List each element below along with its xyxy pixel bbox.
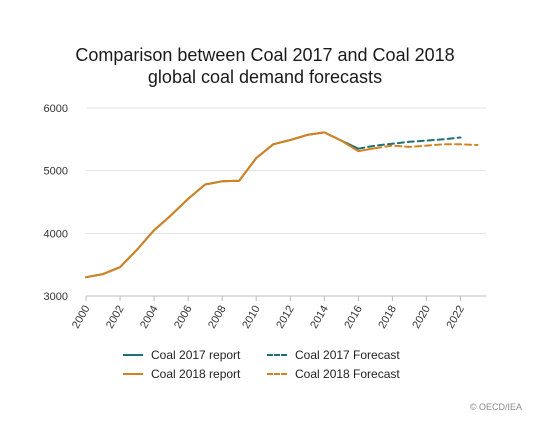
legend-item-coal-2018-forecast: Coal 2018 Forecast — [267, 365, 400, 383]
legend-swatch-coal-2017-report — [123, 354, 143, 356]
chart-title-line-2: global coal demand forecasts — [147, 67, 383, 87]
legend-swatch-coal-2018-report — [123, 373, 143, 375]
y-tick-label: 3000 — [44, 291, 68, 303]
y-tick-label: 6000 — [44, 103, 68, 115]
x-tick-label: 2020 — [410, 304, 433, 331]
series-line-coal-2018-report — [85, 131, 377, 279]
x-tick-label: 2014 — [308, 304, 331, 331]
legend-item-coal-2017-forecast: Coal 2017 Forecast — [267, 346, 400, 364]
legend-item-coal-2017-report: Coal 2017 report — [123, 346, 240, 364]
legend-label-coal-2017-report: Coal 2017 report — [151, 348, 241, 362]
x-tick-label: 2012 — [274, 304, 297, 331]
legend-label-coal-2018-forecast: Coal 2018 Forecast — [295, 367, 400, 381]
series-line-coal-2017-forecast — [357, 136, 462, 150]
source-credit: © OECD/IEA — [469, 402, 522, 412]
y-tick-label: 5000 — [44, 166, 68, 178]
x-tick-label: 2002 — [104, 304, 127, 331]
gridlines — [86, 107, 486, 297]
x-tick-label: 2022 — [444, 304, 467, 331]
series-line-coal-2018-forecast — [374, 143, 479, 150]
x-tick-label: 2006 — [172, 304, 195, 331]
x-tick-label: 2010 — [240, 304, 263, 331]
x-tick-label: 2016 — [342, 304, 365, 331]
x-tick-label: 2018 — [376, 304, 399, 331]
legend-swatch-coal-2018-forecast — [267, 373, 287, 375]
x-tick-label: 2000 — [70, 304, 93, 331]
chart-title: Comparison between Coal 2017 and Coal 20… — [0, 44, 530, 88]
chart-title-line-1: Comparison between Coal 2017 and Coal 20… — [75, 45, 455, 65]
series-line-coal-2017-report — [85, 131, 360, 279]
y-tick-label: 4000 — [44, 228, 68, 240]
axes: 3000 4000 5000 6000 2000 2002 2004 2006 2008 2010… — [44, 103, 468, 331]
legend-label-coal-2018-report: Coal 2018 report — [151, 367, 241, 381]
legend-item-coal-2018-report: Coal 2018 report — [123, 365, 240, 383]
legend-swatch-coal-2017-forecast — [267, 354, 287, 356]
legend: Coal 2017 report Coal 2017 Forecast Coal… — [0, 346, 560, 386]
legend-label-coal-2017-forecast: Coal 2017 Forecast — [295, 348, 400, 362]
series-lines — [85, 131, 479, 279]
x-tick-label: 2008 — [206, 304, 229, 331]
x-tick-label: 2004 — [138, 304, 161, 331]
